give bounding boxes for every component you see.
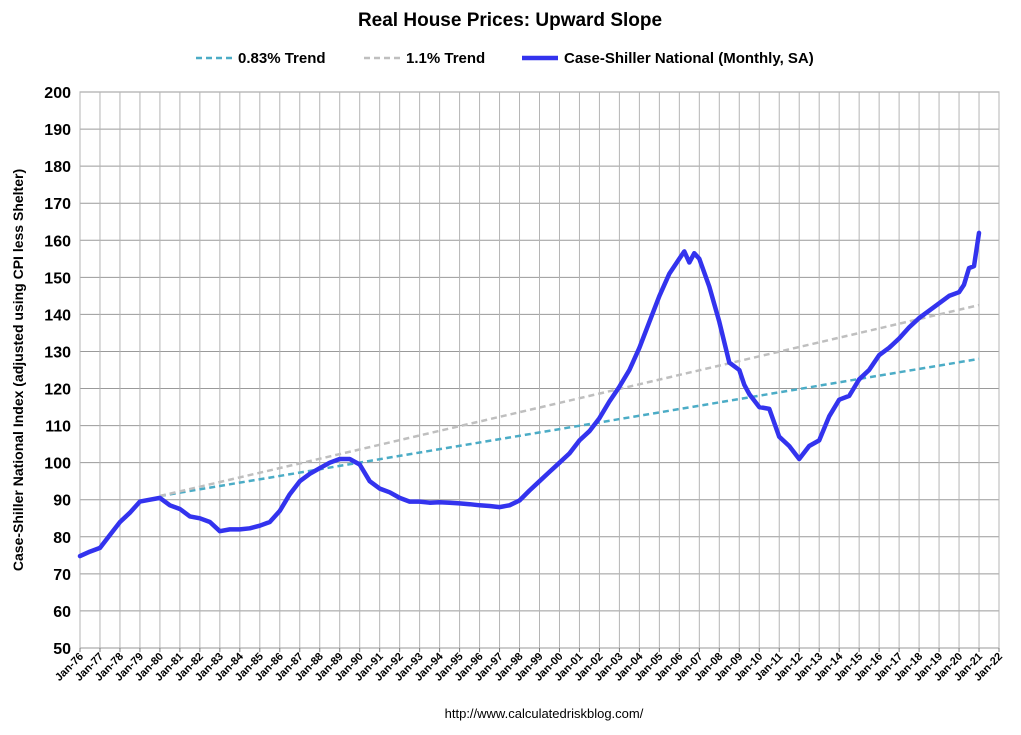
gridlines bbox=[79, 91, 1000, 649]
y-tick-label: 170 bbox=[44, 196, 71, 213]
legend-label-0: 0.83% Trend bbox=[238, 50, 326, 67]
y-tick-label: 60 bbox=[53, 604, 71, 621]
y-tick-label: 160 bbox=[44, 233, 71, 250]
series-line-0 bbox=[159, 357, 980, 498]
chart-title: Real House Prices: Upward Slope bbox=[358, 10, 662, 31]
x-axis: Jan-76Jan-77Jan-78Jan-79Jan-80Jan-81Jan-… bbox=[53, 648, 1005, 684]
y-tick-label: 130 bbox=[44, 344, 71, 361]
y-tick-label: 50 bbox=[53, 641, 71, 658]
y-tick-label: 190 bbox=[44, 122, 71, 139]
y-tick-label: 100 bbox=[44, 456, 71, 473]
y-tick-label: 80 bbox=[53, 530, 71, 547]
y-tick-label: 150 bbox=[44, 270, 71, 287]
y-tick-label: 200 bbox=[44, 85, 71, 102]
y-tick-label: 110 bbox=[45, 419, 71, 436]
y-tick-label: 120 bbox=[44, 382, 71, 399]
series-group bbox=[77, 230, 982, 559]
chart-legend: 0.83% Trend 1.1% Trend Case-Shiller Nation… bbox=[196, 50, 814, 67]
y-axis: 50 60 70 80 90 100 110 120 130 140 150 160 170 180 190… bbox=[44, 85, 71, 658]
legend-label-2: Case-Shiller National (Monthly, SA) bbox=[564, 50, 814, 67]
y-tick-label: 140 bbox=[44, 307, 71, 324]
y-tick-label: 90 bbox=[53, 493, 71, 510]
y-tick-label: 70 bbox=[53, 567, 71, 584]
source-note: http://www.calculatedriskblog.com/ bbox=[445, 706, 644, 721]
series-line-1 bbox=[159, 303, 980, 498]
legend-label-1: 1.1% Trend bbox=[406, 50, 485, 67]
y-tick-label: 180 bbox=[44, 159, 71, 176]
series-line-2 bbox=[77, 230, 982, 559]
y-axis-label: Case-Shiller National Index (adjusted us… bbox=[10, 169, 26, 571]
